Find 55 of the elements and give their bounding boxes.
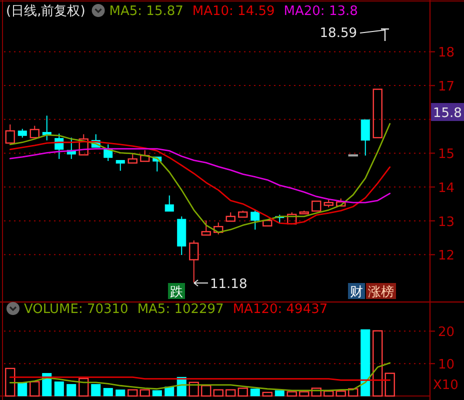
chart-title: VOLUME: 70310 — [24, 302, 128, 317]
bar — [140, 389, 150, 397]
y-tick-label: 12 — [438, 248, 455, 264]
bar — [91, 384, 101, 396]
y-tick-label: 13 — [438, 214, 455, 230]
y-tick-label: 10 — [438, 358, 455, 373]
y-tick-label: 14 — [438, 181, 455, 196]
bar — [238, 388, 248, 397]
bar — [128, 389, 138, 397]
bar — [360, 329, 370, 396]
y-tick-label: 20 — [438, 325, 455, 340]
annotation: 跌 — [170, 285, 183, 300]
text: MA20: 13.8 — [284, 4, 358, 19]
bar — [299, 391, 310, 397]
bar — [5, 368, 16, 397]
bar — [384, 372, 395, 397]
annotation: 财 — [350, 285, 363, 300]
bar — [226, 389, 236, 397]
annotation: 18.59 — [320, 26, 357, 41]
bar — [164, 386, 174, 396]
text: MA10: 14.59 — [192, 4, 275, 19]
text: MA5: 102297 — [137, 302, 224, 317]
annotation: 11.18 — [210, 277, 248, 292]
annotation: 涨榜 — [368, 285, 394, 300]
bar — [42, 373, 52, 396]
bar — [30, 381, 40, 397]
y-tick-label: 18 — [438, 46, 455, 61]
y-tick-label: 15 — [438, 147, 455, 162]
bar — [152, 390, 162, 396]
bar — [336, 390, 346, 397]
bar — [18, 382, 28, 396]
candlestick — [177, 216, 186, 256]
bar — [54, 381, 64, 396]
bar — [201, 385, 212, 397]
bar — [250, 388, 260, 396]
text: MA120: 49437 — [232, 302, 328, 317]
text: 15.8 — [433, 106, 462, 121]
bar — [274, 390, 284, 396]
bar — [116, 390, 126, 396]
line-series — [9, 362, 391, 392]
bar — [348, 388, 358, 397]
bar — [66, 384, 76, 396]
bar — [286, 391, 297, 397]
text: X10 — [433, 378, 458, 393]
bar — [311, 388, 322, 397]
bar — [78, 378, 89, 397]
bar — [103, 388, 113, 396]
bar — [372, 330, 383, 397]
bar — [262, 392, 272, 397]
chart-title: (日线,前复权) — [6, 4, 86, 19]
bar — [324, 390, 334, 397]
bar — [213, 389, 224, 397]
bar — [188, 382, 199, 397]
text: MA5: 15.87 — [109, 4, 184, 19]
y-tick-label: 17 — [438, 80, 455, 95]
